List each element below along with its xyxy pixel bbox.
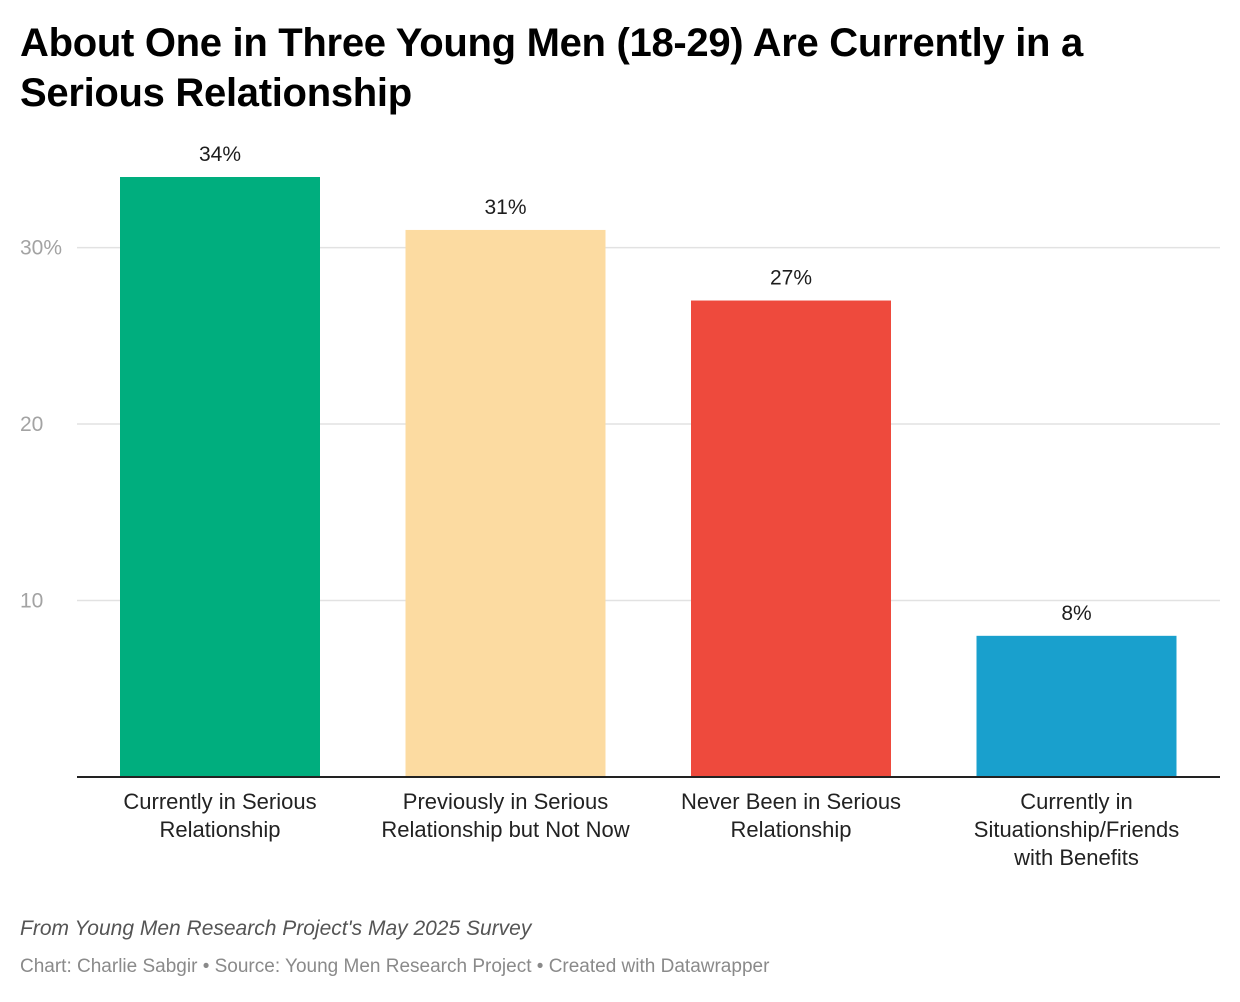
y-tick-label: 20 [20, 413, 43, 436]
bar [976, 635, 1177, 777]
bar-value-label: 8% [1061, 602, 1091, 625]
chart-notes: From Young Men Research Project's May 20… [20, 917, 532, 940]
y-tick-label: 30% [20, 237, 62, 260]
bars [120, 177, 1177, 778]
chart-footer: Chart: Charlie Sabgir • Source: Young Me… [20, 956, 770, 977]
bar [691, 300, 891, 777]
bar [405, 229, 606, 778]
bar-value-label: 27% [770, 267, 812, 290]
bar-chart: 10 20 30% 34% 31% 27% 8% [20, 143, 1220, 778]
x-category-label: Previously in Serious Relationship but N… [381, 789, 630, 842]
value-labels: 34% 31% 27% 8% [199, 143, 1092, 625]
x-category-label: Never Been in Serious Relationship [680, 789, 902, 842]
bar-value-label: 31% [484, 196, 526, 219]
bar-value-label: 34% [199, 143, 241, 166]
bar [120, 177, 320, 777]
y-tick-label: 10 [20, 590, 43, 613]
x-category-label: Currently in Serious Relationship [123, 789, 317, 842]
x-category-label: Currently in Situationship/Friends with … [973, 789, 1180, 870]
chart-title: About One in Three Young Men (18-29) Are… [20, 21, 1083, 115]
